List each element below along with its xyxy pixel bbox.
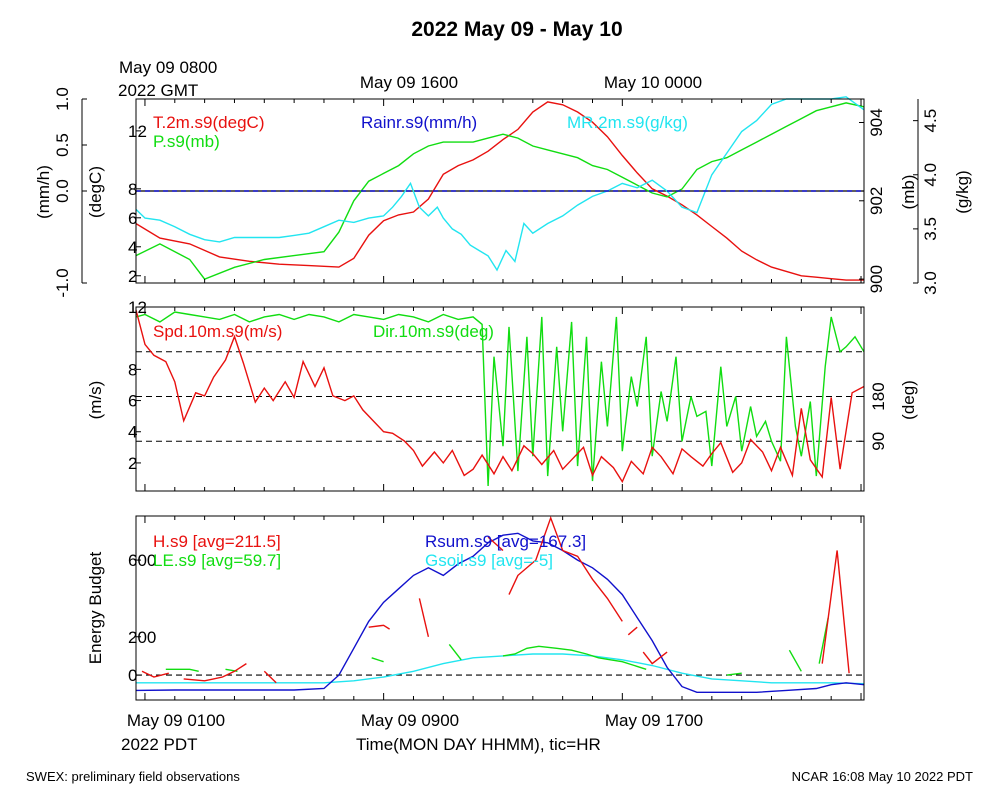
speed-tick-label: 8 — [128, 360, 137, 379]
x-axis-title: Time(MON DAY HHMM), tic=HR — [356, 735, 601, 754]
thermo-legend-rain: Rainr.s9(mm/h) — [361, 113, 477, 132]
energy-tick-label: 0 — [128, 666, 137, 685]
energy-axis-title: Energy Budget — [86, 551, 105, 664]
energy-tick-label: 200 — [128, 628, 156, 647]
thermo-legend-temperature: T.2m.s9(degC) — [153, 113, 264, 132]
sensible-heat-line — [627, 626, 638, 636]
rain-tick-label: 0.0 — [53, 179, 72, 203]
mixing-ratio-tick-label: 3.5 — [921, 217, 940, 241]
speed-axis-title: (m/s) — [86, 381, 105, 420]
temperature-tick-label: 6 — [128, 209, 137, 228]
soil-heat-line — [136, 653, 865, 685]
wind-panel: 2 4 6 8 12 90 180 Spd.10m.s9(m/s) Dir.10m.s9(d… — [86, 298, 918, 492]
direction-tick-label: 180 — [869, 382, 888, 410]
mixing-ratio-tick-label: 3.0 — [921, 271, 940, 295]
speed-tick-label: 6 — [128, 392, 137, 411]
top-axis-label-1: May 09 0800 — [119, 58, 217, 77]
speed-tick-label: 12 — [128, 298, 147, 317]
pressure-line — [135, 102, 865, 280]
footer-right: NCAR 16:08 May 10 2022 PDT — [792, 769, 973, 784]
wind-direction-line — [135, 311, 865, 487]
thermo-panel: -1.0 0.0 0.5 1.0 2 4 6 8 12 900 902 904 3.0 3.5 4.0 4.5… — [34, 87, 972, 297]
latent-heat-line — [726, 672, 742, 676]
energy-legend-soil-heat: Gsoil.s9 [avg=-5] — [425, 551, 553, 570]
bottom-axis-label-2: May 09 0900 — [361, 711, 459, 730]
bottom-axis-label-3: May 09 1700 — [605, 711, 703, 730]
latent-heat-line — [502, 645, 647, 670]
bottom-axis-label-1: May 09 0100 — [127, 711, 225, 730]
rain-tick-label: 1.0 — [53, 87, 72, 111]
latent-heat-line — [165, 668, 199, 672]
mixing-ratio-tick-label: 4.0 — [921, 163, 940, 187]
sensible-heat-line — [642, 651, 668, 665]
temperature-line — [135, 101, 864, 281]
pressure-axis-title: (mb) — [899, 175, 918, 210]
wind-speed-line — [135, 309, 865, 484]
rain-axis-title: (mm/h) — [34, 165, 53, 219]
sensible-heat-line — [141, 670, 169, 678]
top-axis-label-3: May 10 0000 — [604, 73, 702, 92]
chart-title: 2022 May 09 - May 10 — [411, 18, 622, 41]
rain-tick-label: 0.5 — [53, 133, 72, 157]
energy-panel-frame — [135, 515, 865, 701]
mixing-ratio-tick-label: 4.5 — [921, 109, 940, 133]
energy-tick-label: 600 — [128, 551, 156, 570]
sensible-heat-line — [418, 598, 430, 637]
temperature-tick-label: 2 — [128, 267, 137, 286]
pressure-tick-label: 904 — [867, 108, 886, 136]
mixing-ratio-axis-title: (g/kg) — [953, 170, 972, 213]
wind-legend-direction: Dir.10m.s9(deg) — [373, 322, 494, 341]
temperature-tick-label: 8 — [128, 180, 137, 199]
footer-left: SWEX: preliminary field observations — [26, 769, 240, 784]
wind-panel-frame — [135, 306, 865, 492]
energy-legend-latent-heat: LE.s9 [avg=59.7] — [153, 551, 281, 570]
latent-heat-line — [371, 657, 384, 663]
energy-legend-net-radiation: Rsum.s9 [avg=167.3] — [425, 532, 586, 551]
sensible-heat-line — [183, 663, 247, 682]
rain-tick-label: -1.0 — [53, 268, 72, 297]
direction-tick-label: 90 — [869, 432, 888, 451]
speed-tick-label: 2 — [128, 454, 137, 473]
speed-tick-label: 4 — [128, 423, 137, 442]
mixing-ratio-line — [135, 96, 865, 272]
sensible-heat-line — [821, 550, 850, 674]
sensible-heat-line — [368, 624, 390, 630]
temperature-tick-label: 12 — [128, 122, 147, 141]
thermo-panel-frame — [135, 98, 865, 284]
latent-heat-line — [788, 649, 802, 672]
bottom-axis-year-label: 2022 PDT — [121, 735, 198, 754]
temperature-axis-title: (degC) — [86, 166, 105, 218]
top-axis-year-label: 2022 GMT — [118, 81, 198, 100]
pressure-tick-label: 902 — [867, 187, 886, 215]
sensible-heat-line — [263, 670, 277, 684]
thermo-legend-pressure: P.s9(mb) — [153, 132, 220, 151]
wind-legend-speed: Spd.10m.s9(m/s) — [153, 322, 282, 341]
energy-panel: 0 200 600 H.s9 [avg=211.5] LE.s9 [avg=59.7… — [86, 515, 865, 701]
pressure-tick-label: 900 — [867, 265, 886, 293]
thermo-legend-mixing-ratio: MR.2m.s9(g/kg) — [567, 113, 688, 132]
net-radiation-line — [135, 532, 865, 693]
sensible-heat-line — [487, 536, 504, 552]
direction-axis-title: (deg) — [899, 380, 918, 420]
temperature-tick-label: 4 — [128, 238, 137, 257]
sensible-heat-line — [508, 515, 623, 622]
latent-heat-line — [448, 643, 462, 661]
top-axis-label-2: May 09 1600 — [360, 73, 458, 92]
energy-legend-sensible-heat: H.s9 [avg=211.5] — [153, 532, 281, 551]
